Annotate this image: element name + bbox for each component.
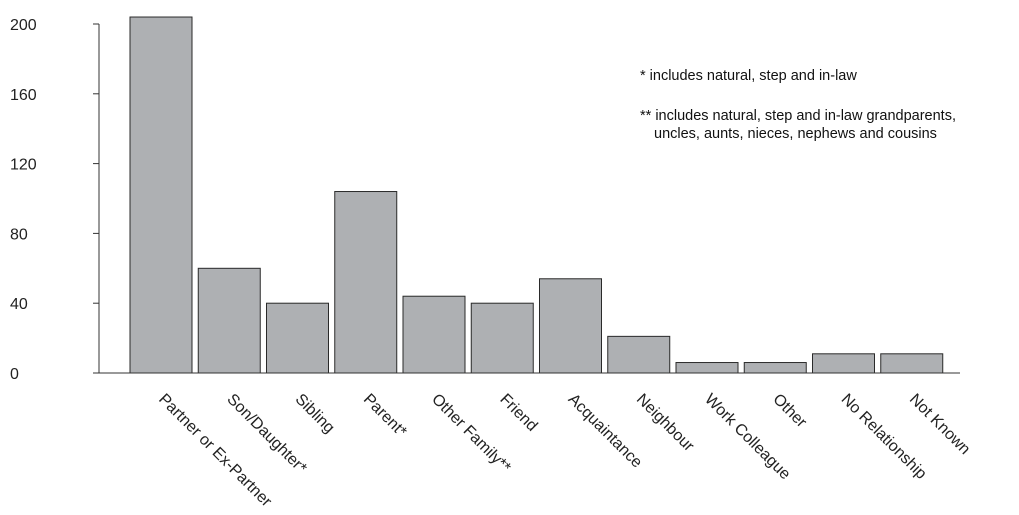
- category-label: Other: [769, 391, 810, 432]
- category-label: Sibling: [292, 391, 338, 437]
- y-tick-label: 200: [10, 17, 37, 34]
- category-label: Parent*: [360, 391, 410, 441]
- bar: [607, 335, 671, 374]
- bar: [402, 295, 466, 374]
- y-tick-label: 0: [10, 366, 19, 383]
- bar: [470, 302, 534, 374]
- y-tick-label: 80: [10, 226, 28, 243]
- y-axis: 0 40 80 120 160 200: [10, 17, 100, 383]
- bar: [880, 353, 944, 374]
- bar: [197, 267, 261, 374]
- bar: [812, 353, 875, 374]
- y-tick-label: 160: [10, 87, 37, 104]
- bar: [334, 191, 398, 374]
- annotations: * includes natural, step and in-law ** i…: [640, 68, 956, 142]
- bar: [675, 362, 739, 374]
- bar: [539, 278, 602, 374]
- bar: [129, 16, 193, 374]
- category-label: Not Known: [906, 391, 973, 458]
- category-labels: Partner or Ex-PartnerSon/Daughter*Siblin…: [155, 391, 973, 511]
- category-label: Partner or Ex-Partner: [155, 391, 275, 511]
- category-label: Friend: [496, 391, 540, 435]
- annotation-double-asterisk-line1: ** includes natural, step and in-law gra…: [640, 108, 956, 124]
- y-tick-label: 40: [10, 296, 28, 313]
- annotation-double-asterisk-line2: uncles, aunts, nieces, nephews and cousi…: [654, 126, 937, 142]
- bar: [266, 302, 329, 374]
- annotation-single-asterisk: * includes natural, step and in-law: [640, 68, 857, 84]
- category-label: Neighbour: [633, 391, 698, 456]
- bars: [129, 16, 944, 374]
- bar: [743, 362, 807, 374]
- y-tick-label: 120: [10, 157, 37, 174]
